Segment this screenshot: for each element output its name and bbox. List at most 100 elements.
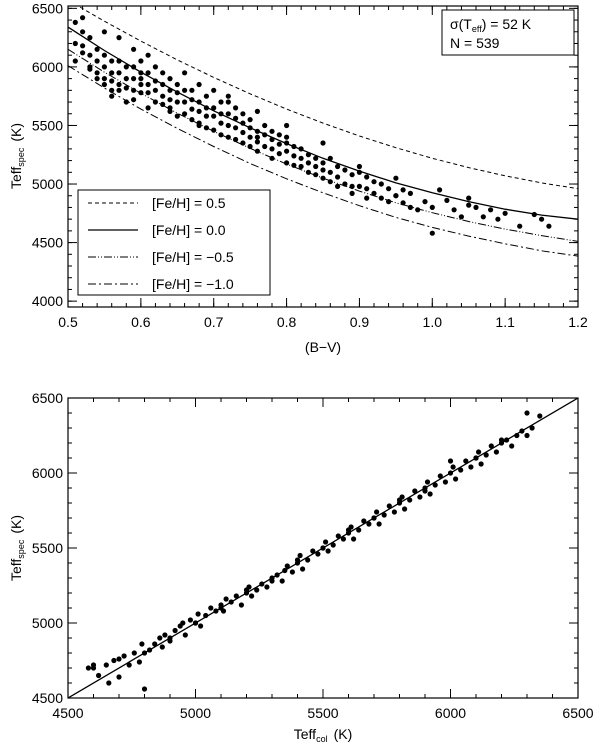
data-point: [196, 108, 202, 114]
data-point: [159, 644, 165, 650]
y-tick-label: 6000: [32, 465, 63, 481]
data-point: [101, 29, 107, 35]
data-point: [400, 200, 406, 206]
data-point: [213, 608, 219, 614]
x-tick-label: 0.8: [277, 314, 297, 330]
y-tick-label: 5500: [32, 540, 63, 556]
data-points-group-bottom: [85, 410, 543, 692]
data-point: [203, 105, 209, 111]
data-point: [196, 99, 202, 105]
data-point: [450, 464, 456, 470]
data-point: [208, 605, 214, 611]
data-point: [444, 197, 450, 203]
data-point: [160, 81, 166, 88]
data-point: [529, 425, 535, 431]
data-point: [262, 143, 268, 150]
data-point: [402, 506, 408, 512]
data-point: [294, 557, 301, 563]
data-point: [203, 125, 209, 131]
data-point: [310, 548, 316, 554]
data-point: [291, 162, 297, 168]
data-point: [211, 87, 217, 93]
data-point: [136, 659, 142, 665]
data-point: [349, 183, 355, 189]
data-point: [211, 113, 217, 119]
data-point: [111, 657, 117, 664]
data-point: [203, 113, 209, 119]
data-point: [447, 458, 454, 464]
data-point: [393, 193, 399, 199]
data-point: [238, 602, 244, 608]
data-point: [351, 536, 357, 542]
data-point: [152, 99, 158, 105]
data-point: [320, 160, 326, 166]
data-point: [323, 539, 329, 545]
data-point: [320, 545, 326, 551]
data-point: [276, 132, 282, 138]
data-point: [172, 627, 178, 634]
data-point: [400, 187, 406, 193]
data-point: [458, 214, 464, 220]
data-point: [284, 563, 290, 569]
data-point: [225, 134, 231, 140]
data-point: [315, 551, 321, 557]
data-point: [325, 548, 331, 554]
tick-labels-group-bottom: 4500 5000 5500 6000 6500 4500 5000 5500 6000 6500: [32, 390, 594, 721]
data-point: [269, 136, 275, 143]
data-point: [116, 81, 122, 88]
data-point: [254, 128, 260, 134]
data-point: [407, 497, 413, 503]
data-point: [189, 106, 195, 112]
data-point: [225, 122, 231, 129]
data-point: [374, 509, 380, 515]
data-point: [422, 488, 428, 494]
data-point: [476, 449, 482, 455]
data-point: [364, 186, 370, 192]
data-point: [432, 482, 438, 488]
data-point: [109, 93, 115, 99]
data-point: [96, 672, 102, 679]
data-point: [269, 578, 275, 584]
data-point: [103, 662, 109, 668]
x-tick-label: 0.5: [58, 314, 78, 330]
data-point: [182, 87, 188, 93]
data-point: [386, 186, 392, 192]
data-point: [473, 204, 479, 210]
x-tick-label: 0.6: [131, 314, 151, 330]
data-point: [233, 136, 239, 143]
data-point: [396, 497, 403, 503]
data-point: [371, 190, 377, 196]
data-point: [223, 596, 229, 602]
data-point: [412, 488, 418, 494]
data-point: [335, 533, 341, 539]
data-point: [264, 584, 270, 590]
data-point: [138, 76, 144, 82]
data-point: [249, 593, 255, 599]
data-point: [243, 587, 250, 593]
data-point: [327, 155, 333, 161]
data-point: [72, 58, 78, 64]
data-point: [228, 599, 234, 605]
data-point: [254, 148, 260, 154]
data-point: [94, 70, 100, 76]
data-point: [463, 458, 469, 464]
data-point: [407, 204, 413, 210]
data-point: [519, 428, 525, 434]
y-tick-label: 4500: [32, 690, 63, 706]
data-point: [138, 81, 144, 88]
data-point: [386, 199, 392, 205]
data-point: [335, 163, 341, 170]
data-point: [488, 443, 494, 449]
data-point: [276, 141, 282, 147]
data-point: [182, 632, 188, 638]
data-point: [305, 152, 311, 158]
data-point: [356, 183, 362, 189]
data-point: [87, 66, 93, 72]
y-tick-label: 5000: [32, 176, 63, 192]
data-point: [447, 470, 454, 476]
data-point: [167, 87, 173, 93]
data-point: [269, 146, 275, 152]
data-point: [80, 29, 86, 35]
data-point: [138, 70, 144, 76]
data-point: [269, 128, 275, 134]
